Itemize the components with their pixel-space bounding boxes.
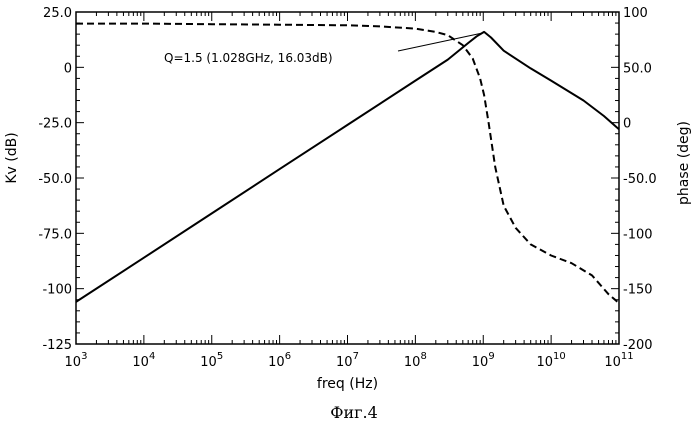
y-right-tick-label: -50.0: [623, 172, 657, 187]
y-right-tick-label: -150: [623, 283, 653, 298]
figure-caption: Фиг.4: [330, 403, 378, 422]
y-tick-labels-left: 25.0 0 -25.0 -50.0 -75.0 -100 -125: [38, 6, 72, 353]
x-tick-label: 1010: [536, 351, 565, 370]
x-axis-label: freq (Hz): [317, 376, 378, 392]
y-right-tick-label: 0: [623, 117, 631, 132]
x-tick-label: 105: [200, 351, 223, 370]
y-left-tick-label: -25.0: [38, 117, 72, 132]
gain-curve: [76, 32, 619, 302]
y-left-tick-label: -75.0: [38, 227, 72, 242]
y-right-tick-label: 50.0: [623, 61, 652, 76]
y-left-tick-label: 0: [64, 61, 72, 76]
annotation-text: Q=1.5 (1.028GHz, 16.03dB): [164, 51, 333, 65]
y-right-tick-label: -100: [623, 227, 653, 242]
x-tick-label: 1011: [604, 351, 633, 370]
y-left-tick-label: 25.0: [43, 6, 72, 21]
y-left-tick-label: -50.0: [38, 172, 72, 187]
x-tick-label: 107: [336, 351, 359, 370]
y-axis-label-left: Kv (dB): [4, 132, 20, 183]
plot-frame: [76, 12, 619, 344]
annotation-group: Q=1.5 (1.028GHz, 16.03dB): [164, 33, 483, 65]
x-tick-label: 108: [404, 351, 427, 370]
x-tick-label: 103: [65, 351, 88, 370]
y-right-tick-label: 100: [623, 6, 648, 21]
ticks: [76, 12, 619, 344]
x-tick-labels: 103 104 105 106 107 108 109 1010 1011: [65, 351, 634, 370]
y-axis-label-right: phase (deg): [676, 121, 692, 205]
phase-curve: [76, 24, 619, 304]
y-left-tick-label: -125: [42, 338, 72, 353]
x-tick-label: 104: [132, 351, 155, 370]
curves: [76, 24, 619, 304]
y-tick-labels-right: 10050.00-50.0-100-150-200: [623, 6, 657, 353]
x-tick-label: 106: [268, 351, 291, 370]
x-tick-label: 109: [472, 351, 495, 370]
y-left-tick-label: -100: [42, 283, 72, 298]
